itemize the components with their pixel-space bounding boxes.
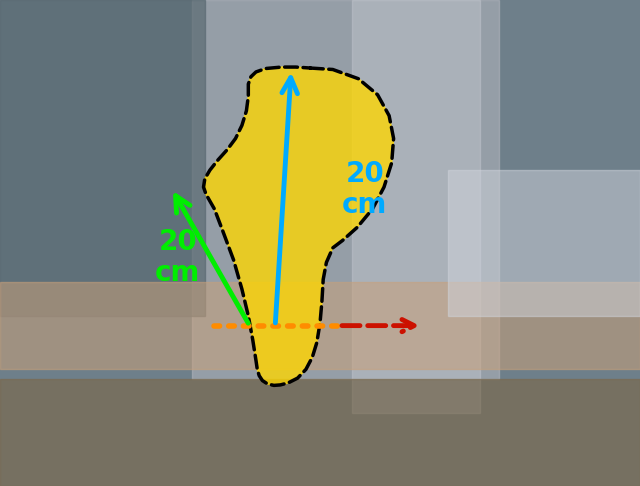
Bar (0, 0, 205, 316)
Bar (0, 379, 640, 486)
Bar (192, 0, 499, 379)
Bar (0, 282, 640, 369)
Text: 20
cm: 20 cm (342, 160, 387, 219)
Bar (448, 170, 640, 316)
Polygon shape (204, 67, 394, 385)
Bar (352, 0, 480, 413)
Text: 20
cm: 20 cm (156, 228, 200, 287)
